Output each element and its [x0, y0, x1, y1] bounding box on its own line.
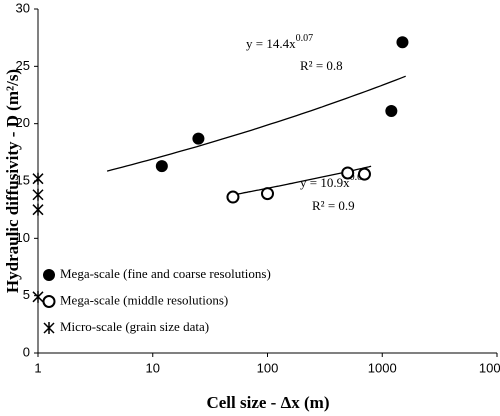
x-tick-label: 100	[257, 360, 279, 375]
point	[155, 160, 168, 173]
x-axis-title: Cell size - Δx (m)	[206, 393, 329, 412]
x-tick-label: 10000	[479, 360, 500, 375]
trendline-equation: y = 14.4x0.07	[246, 33, 313, 51]
x-tick-label: 1000	[368, 360, 397, 375]
y-tick-label: 10	[16, 230, 30, 245]
y-axis-title: Hydraulic diffusivity - D (m²/s)	[3, 69, 22, 293]
y-tick-label: 30	[16, 0, 30, 15]
equation-exponent: 0.07	[296, 33, 314, 44]
point	[396, 36, 409, 49]
legend-marker	[43, 269, 55, 281]
equation-exponent: 0.06	[350, 172, 368, 183]
point	[341, 166, 355, 180]
point	[32, 203, 44, 216]
y-tick-label: 15	[16, 172, 30, 187]
trendline-r2: R² = 0.8	[300, 58, 343, 73]
equation-text: y = 10.9x	[300, 175, 350, 190]
point	[226, 190, 240, 204]
y-tick-label: 25	[16, 58, 30, 73]
legend-marker	[42, 295, 56, 308]
legend-label: Mega-scale (middle resolutions)	[60, 292, 228, 307]
trendline-equation: y = 10.9x0.06	[300, 172, 367, 190]
point	[32, 172, 44, 185]
y-tick-label: 5	[23, 287, 30, 302]
x-tick-label: 10	[146, 360, 160, 375]
point	[261, 187, 274, 201]
trendline	[106, 75, 406, 172]
trendline-r2: R² = 0.9	[312, 198, 355, 213]
point	[32, 290, 44, 303]
point	[385, 105, 398, 118]
point	[192, 132, 205, 145]
x-tick-label: 1	[34, 360, 41, 375]
point	[32, 188, 44, 201]
equation-text: y = 14.4x	[246, 36, 296, 51]
y-tick-label: 0	[23, 344, 30, 359]
point	[357, 167, 371, 181]
y-tick-label: 20	[16, 115, 30, 130]
legend-label: Micro-scale (grain size data)	[60, 319, 209, 334]
legend-label: Mega-scale (fine and coarse resolutions)	[60, 266, 271, 281]
legend-marker	[43, 322, 55, 334]
